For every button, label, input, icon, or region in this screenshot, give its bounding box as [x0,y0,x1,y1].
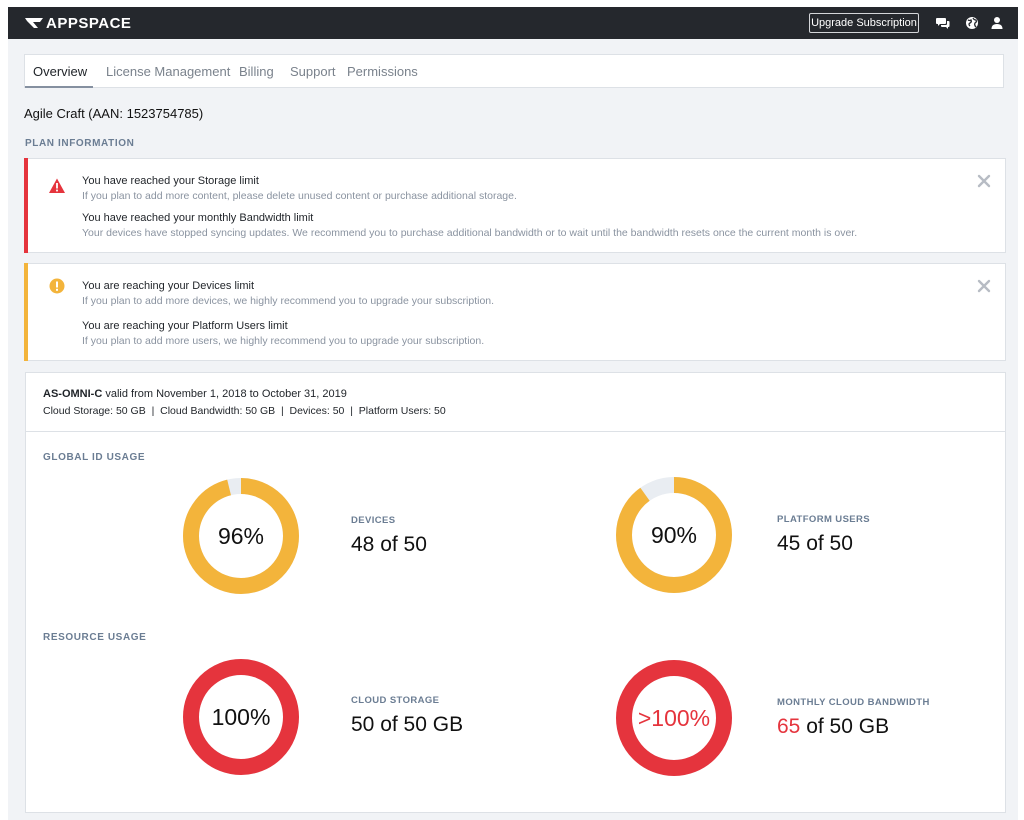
donut-fill [183,478,299,594]
close-icon[interactable] [977,279,991,293]
donut-fill [616,477,732,593]
tab-overview[interactable]: Overview [25,55,93,88]
upgrade-subscription-button[interactable]: Upgrade Subscription [809,13,919,33]
usage-card: AS-OMNI-C valid from November 1, 2018 to… [25,372,1006,813]
top-bar: APPSPACE Upgrade Subscription [8,7,1018,39]
alert-accent-bar [24,263,28,361]
alert-title: You have reached your monthly Bandwidth … [82,212,314,224]
monthly-bandwidth-total: of 50 GB [800,715,890,738]
platform-users-label: PLATFORM USERS [777,514,871,525]
cloud-storage-donut-chart [183,659,299,775]
devices-value: 48 of 50 [351,533,427,557]
monthly-bandwidth-donut: >100% [614,658,734,778]
user-icon[interactable] [990,16,1004,30]
alert-body: If you plan to add more content, please … [82,190,517,202]
global-id-usage-heading: GLOBAL ID USAGE [43,452,146,463]
alert-accent-bar [24,158,28,253]
cloud-storage-used: 50 [351,713,375,736]
chat-icon[interactable] [936,16,950,30]
exclamation-circle-icon [49,278,65,294]
devices-label: DEVICES [351,515,396,526]
resource-usage-heading: RESOURCE USAGE [43,632,147,643]
devices-used: 48 [351,533,375,556]
platform-users-used: 45 [777,532,801,555]
warning-triangle-icon [49,178,65,193]
plan-validity-text: valid from November 1, 2018 to October 3… [102,388,347,400]
alert-title: You are reaching your Platform Users lim… [82,320,288,332]
devices-users-alert: You are reaching your Devices limit If y… [24,263,1006,361]
alert-body: If you plan to add more devices, we high… [82,295,495,307]
brand-name: APPSPACE [46,14,132,32]
plan-code: AS-OMNI-C [43,388,103,400]
donut-fill [183,659,299,775]
page-title: Agile Craft (AAN: 1523754785) [24,106,204,121]
platform-users-donut: 90% [614,475,734,595]
monthly-bandwidth-used: 65 [777,715,801,738]
devices-percent: 96% [217,522,265,549]
alert-title: You are reaching your Devices limit [82,280,255,292]
plan-summary: AS-OMNI-C valid from November 1, 2018 to… [26,373,1005,432]
appspace-logo[interactable]: APPSPACE [24,13,131,33]
app-frame: APPSPACE Upgrade Subscription Overview L… [8,7,1018,820]
alert-body: If you plan to add more users, we highly… [82,335,485,347]
cloud-storage-total: of 50 GB [374,713,464,736]
donut-fill [616,660,732,776]
plan-limits: Cloud Storage: 50 GB | Cloud Bandwidth: … [43,405,446,417]
platform-users-percent: 90% [650,521,698,548]
cloud-storage-value: 50 of 50 GB [351,713,463,737]
plan-validity: AS-OMNI-C valid from November 1, 2018 to… [43,388,347,400]
cloud-storage-percent: 100% [211,703,271,730]
platform-users-value: 45 of 50 [777,532,853,556]
tab-support[interactable]: Support [290,64,336,79]
monthly-bandwidth-value: 65 of 50 GB [777,715,889,739]
cloud-storage-label: CLOUD STORAGE [351,695,440,706]
platform-users-donut-chart [616,477,732,593]
alert-title: You have reached your Storage limit [82,175,259,187]
tab-permissions[interactable]: Permissions [347,64,418,79]
tab-license-management[interactable]: License Management [106,64,231,79]
logo-mark-icon [25,18,43,28]
tab-billing[interactable]: Billing [239,64,274,79]
devices-donut: 96% [181,476,301,596]
cloud-storage-donut: 100% [181,657,301,777]
plan-information-heading: PLAN INFORMATION [25,138,135,149]
tab-bar: Overview License Management Billing Supp… [24,54,1004,88]
devices-donut-chart [183,478,299,594]
close-icon[interactable] [977,174,991,188]
platform-users-total: of 50 [800,532,853,555]
storage-bandwidth-alert: You have reached your Storage limit If y… [24,158,1006,253]
monthly-bandwidth-label: MONTHLY CLOUD BANDWIDTH [777,697,930,708]
devices-total: of 50 [374,533,427,556]
alert-body: Your devices have stopped syncing update… [82,227,858,239]
monthly-bandwidth-donut-chart [616,660,732,776]
monthly-bandwidth-percent: >100% [637,704,711,731]
globe-icon[interactable] [965,16,979,30]
